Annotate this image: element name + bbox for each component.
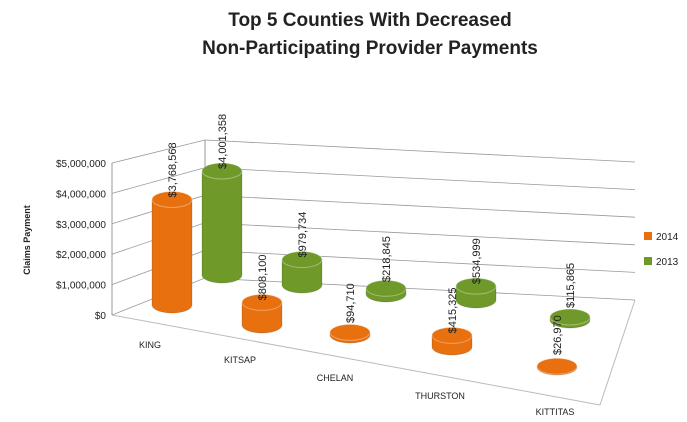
value-label: $26,970 bbox=[552, 315, 564, 355]
legend-label: 2013 bbox=[656, 257, 679, 268]
x-tick-label: THURSTON bbox=[415, 391, 465, 401]
value-label: $415,325 bbox=[447, 287, 459, 333]
value-label: $115,865 bbox=[565, 263, 577, 308]
y-tick-label: $1,000,000 bbox=[56, 281, 106, 292]
y-tick-label: $2,000,000 bbox=[56, 250, 106, 261]
y-axis-label: Claims Payment bbox=[22, 205, 32, 275]
floor-edge bbox=[111, 314, 601, 406]
cylinder-top bbox=[431, 326, 473, 344]
legend-swatch bbox=[644, 257, 652, 265]
legend-swatch bbox=[644, 232, 652, 240]
value-label: $4,001,358 bbox=[217, 114, 229, 169]
grid-line bbox=[111, 167, 636, 194]
x-tick-label: KITTITAS bbox=[536, 407, 575, 417]
x-tick-label: KITSAP bbox=[224, 355, 256, 365]
cylinder-top bbox=[201, 162, 243, 180]
chart-title: Non-Participating Provider Payments bbox=[202, 38, 538, 59]
y-tick-label: $0 bbox=[95, 311, 107, 322]
y-tick-label: $4,000,000 bbox=[56, 189, 106, 200]
x-tick-label: KING bbox=[139, 340, 161, 350]
y-tick-label: $5,000,000 bbox=[56, 159, 106, 170]
y-tick-label: $3,000,000 bbox=[56, 220, 106, 231]
cylinder-top bbox=[536, 357, 578, 375]
x-tick-label: CHELAN bbox=[317, 373, 354, 383]
cylinder bbox=[151, 198, 193, 314]
value-label: $808,100 bbox=[257, 254, 269, 300]
cylinder-top bbox=[241, 293, 283, 311]
legend-label: 2014 bbox=[656, 232, 679, 243]
cylinder bbox=[281, 259, 323, 294]
grid-line bbox=[111, 139, 636, 164]
value-label: $979,734 bbox=[297, 212, 309, 258]
cylinder bbox=[201, 170, 243, 284]
value-label: $218,845 bbox=[381, 236, 393, 282]
cylinder-top bbox=[455, 277, 497, 295]
value-label: $534,999 bbox=[471, 238, 483, 284]
value-label: $3,768,568 bbox=[167, 142, 179, 197]
value-label: $94,710 bbox=[345, 283, 357, 323]
cylinder-top bbox=[281, 251, 323, 269]
cylinder bbox=[241, 301, 283, 334]
cylinder-top bbox=[549, 308, 591, 326]
floor-edge bbox=[599, 299, 636, 406]
cylinder-top bbox=[365, 279, 407, 297]
cylinder-top bbox=[329, 323, 371, 341]
chart-title: Top 5 Counties With Decreased bbox=[228, 10, 511, 31]
cylinder-top bbox=[151, 190, 193, 208]
